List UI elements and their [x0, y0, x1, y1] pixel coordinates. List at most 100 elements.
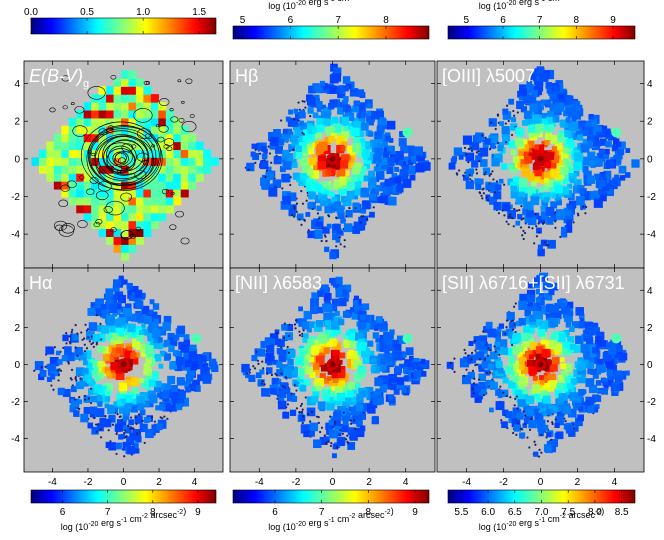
pixel-cell	[619, 175, 626, 181]
pixel-cell	[333, 181, 340, 189]
pixel-cell	[311, 395, 319, 404]
noise-pixel	[522, 237, 525, 241]
pixel-cell	[321, 194, 328, 201]
noise-pixel	[67, 361, 70, 364]
pixel-cell	[317, 306, 324, 314]
pixel-cell	[414, 146, 423, 156]
pixel-cell	[368, 321, 377, 330]
pixel-cell	[318, 334, 327, 344]
pixel-cell	[267, 338, 276, 346]
pixel-cell	[546, 294, 553, 301]
noise-pixel	[301, 202, 305, 205]
pixel-cell	[372, 332, 379, 339]
pixel-cell	[483, 326, 490, 333]
pixel-cell	[130, 377, 139, 387]
pixel-cell	[333, 397, 342, 406]
pixel-cell	[158, 165, 167, 174]
pixel-cell	[83, 117, 92, 127]
pixel-cell	[153, 384, 162, 393]
pixel-cell	[567, 336, 575, 344]
pixel-cell	[356, 341, 367, 351]
pixel-cell	[572, 100, 580, 108]
pixel-cell	[352, 166, 360, 175]
noise-pixel	[301, 408, 304, 411]
pixel-cell	[356, 420, 363, 427]
pixel-cell	[489, 381, 498, 390]
pixel-cell	[403, 363, 413, 373]
noise-pixel	[524, 414, 527, 417]
noise-pixel	[297, 119, 300, 122]
pixel-cell	[557, 299, 563, 306]
pixel-cell	[513, 363, 520, 371]
pixel-cell	[98, 188, 107, 198]
pixel-cell	[547, 110, 555, 119]
pixel-cell	[311, 292, 320, 301]
pixel-cell	[582, 166, 589, 173]
noise-pixel	[467, 147, 470, 151]
noise-pixel	[499, 385, 502, 388]
pixel-cell	[360, 138, 365, 143]
noise-pixel	[95, 343, 98, 346]
pixel-cell	[579, 318, 585, 323]
pixel-cell	[563, 110, 569, 117]
noise-pixel	[535, 235, 539, 238]
noise-pixel	[502, 391, 505, 394]
pixel-cell	[130, 404, 138, 413]
pixel-cell	[543, 444, 552, 452]
pixel-cell	[308, 356, 314, 363]
pixel-cell	[361, 165, 367, 172]
pixel-cell	[134, 352, 140, 358]
y-tick-label: 2	[14, 117, 20, 128]
pixel-cell	[113, 173, 122, 182]
pixel-cell	[569, 201, 577, 209]
pixel-cell	[257, 379, 265, 387]
pixel-cell	[91, 188, 100, 198]
pixel-cell	[489, 351, 498, 360]
pixel-cell	[112, 333, 119, 341]
pixel-cell	[336, 392, 345, 402]
pixel-cell	[354, 382, 361, 390]
pixel-cell	[122, 416, 128, 422]
pixel-cell	[260, 340, 268, 349]
pixel-cell	[544, 161, 552, 169]
pixel-cell	[134, 415, 143, 424]
pixel-cell	[155, 405, 161, 411]
pixel-cell	[121, 133, 130, 143]
pixel-cell	[334, 201, 342, 209]
y-tick-label: 0	[14, 154, 20, 165]
contour	[61, 75, 70, 82]
pixel-cell	[597, 358, 604, 365]
pixel-cell	[188, 181, 197, 190]
pixel-cell	[494, 341, 500, 347]
noise-pixel	[475, 172, 479, 175]
pixel-cell	[146, 309, 154, 318]
noise-pixel	[68, 340, 71, 344]
pixel-cell	[546, 99, 552, 105]
noise-pixel	[527, 226, 531, 229]
pixel-cell	[203, 149, 212, 158]
pixel-cell	[143, 204, 152, 214]
pixel-cell	[113, 86, 122, 95]
noise-pixel	[270, 373, 273, 377]
pixel-cell	[62, 334, 69, 342]
colorbar-tick-label: 5	[240, 15, 246, 26]
noise-pixel	[300, 190, 303, 193]
pixel-cell	[61, 157, 70, 166]
pixel-cell	[150, 196, 159, 206]
pixel-cell	[600, 365, 607, 372]
pixel-cell	[533, 106, 543, 115]
noise-pixel	[245, 372, 249, 375]
pixel-cell	[382, 124, 388, 130]
pixel-cell	[302, 135, 308, 142]
pixel-cell	[158, 125, 167, 135]
pixel-cell	[55, 350, 61, 356]
pixel-cell	[188, 351, 197, 360]
noise-pixel	[489, 172, 493, 176]
noise-pixel	[304, 106, 307, 109]
pixel-cell	[525, 116, 534, 125]
pixel-cell	[374, 166, 380, 172]
pixel-cell	[296, 213, 304, 221]
noise-pixel	[344, 438, 348, 441]
colorbar-unit-label: log (10-20 erg s-1 cm-2 arcsec-2)	[479, 0, 604, 11]
noise-pixel	[520, 218, 523, 221]
